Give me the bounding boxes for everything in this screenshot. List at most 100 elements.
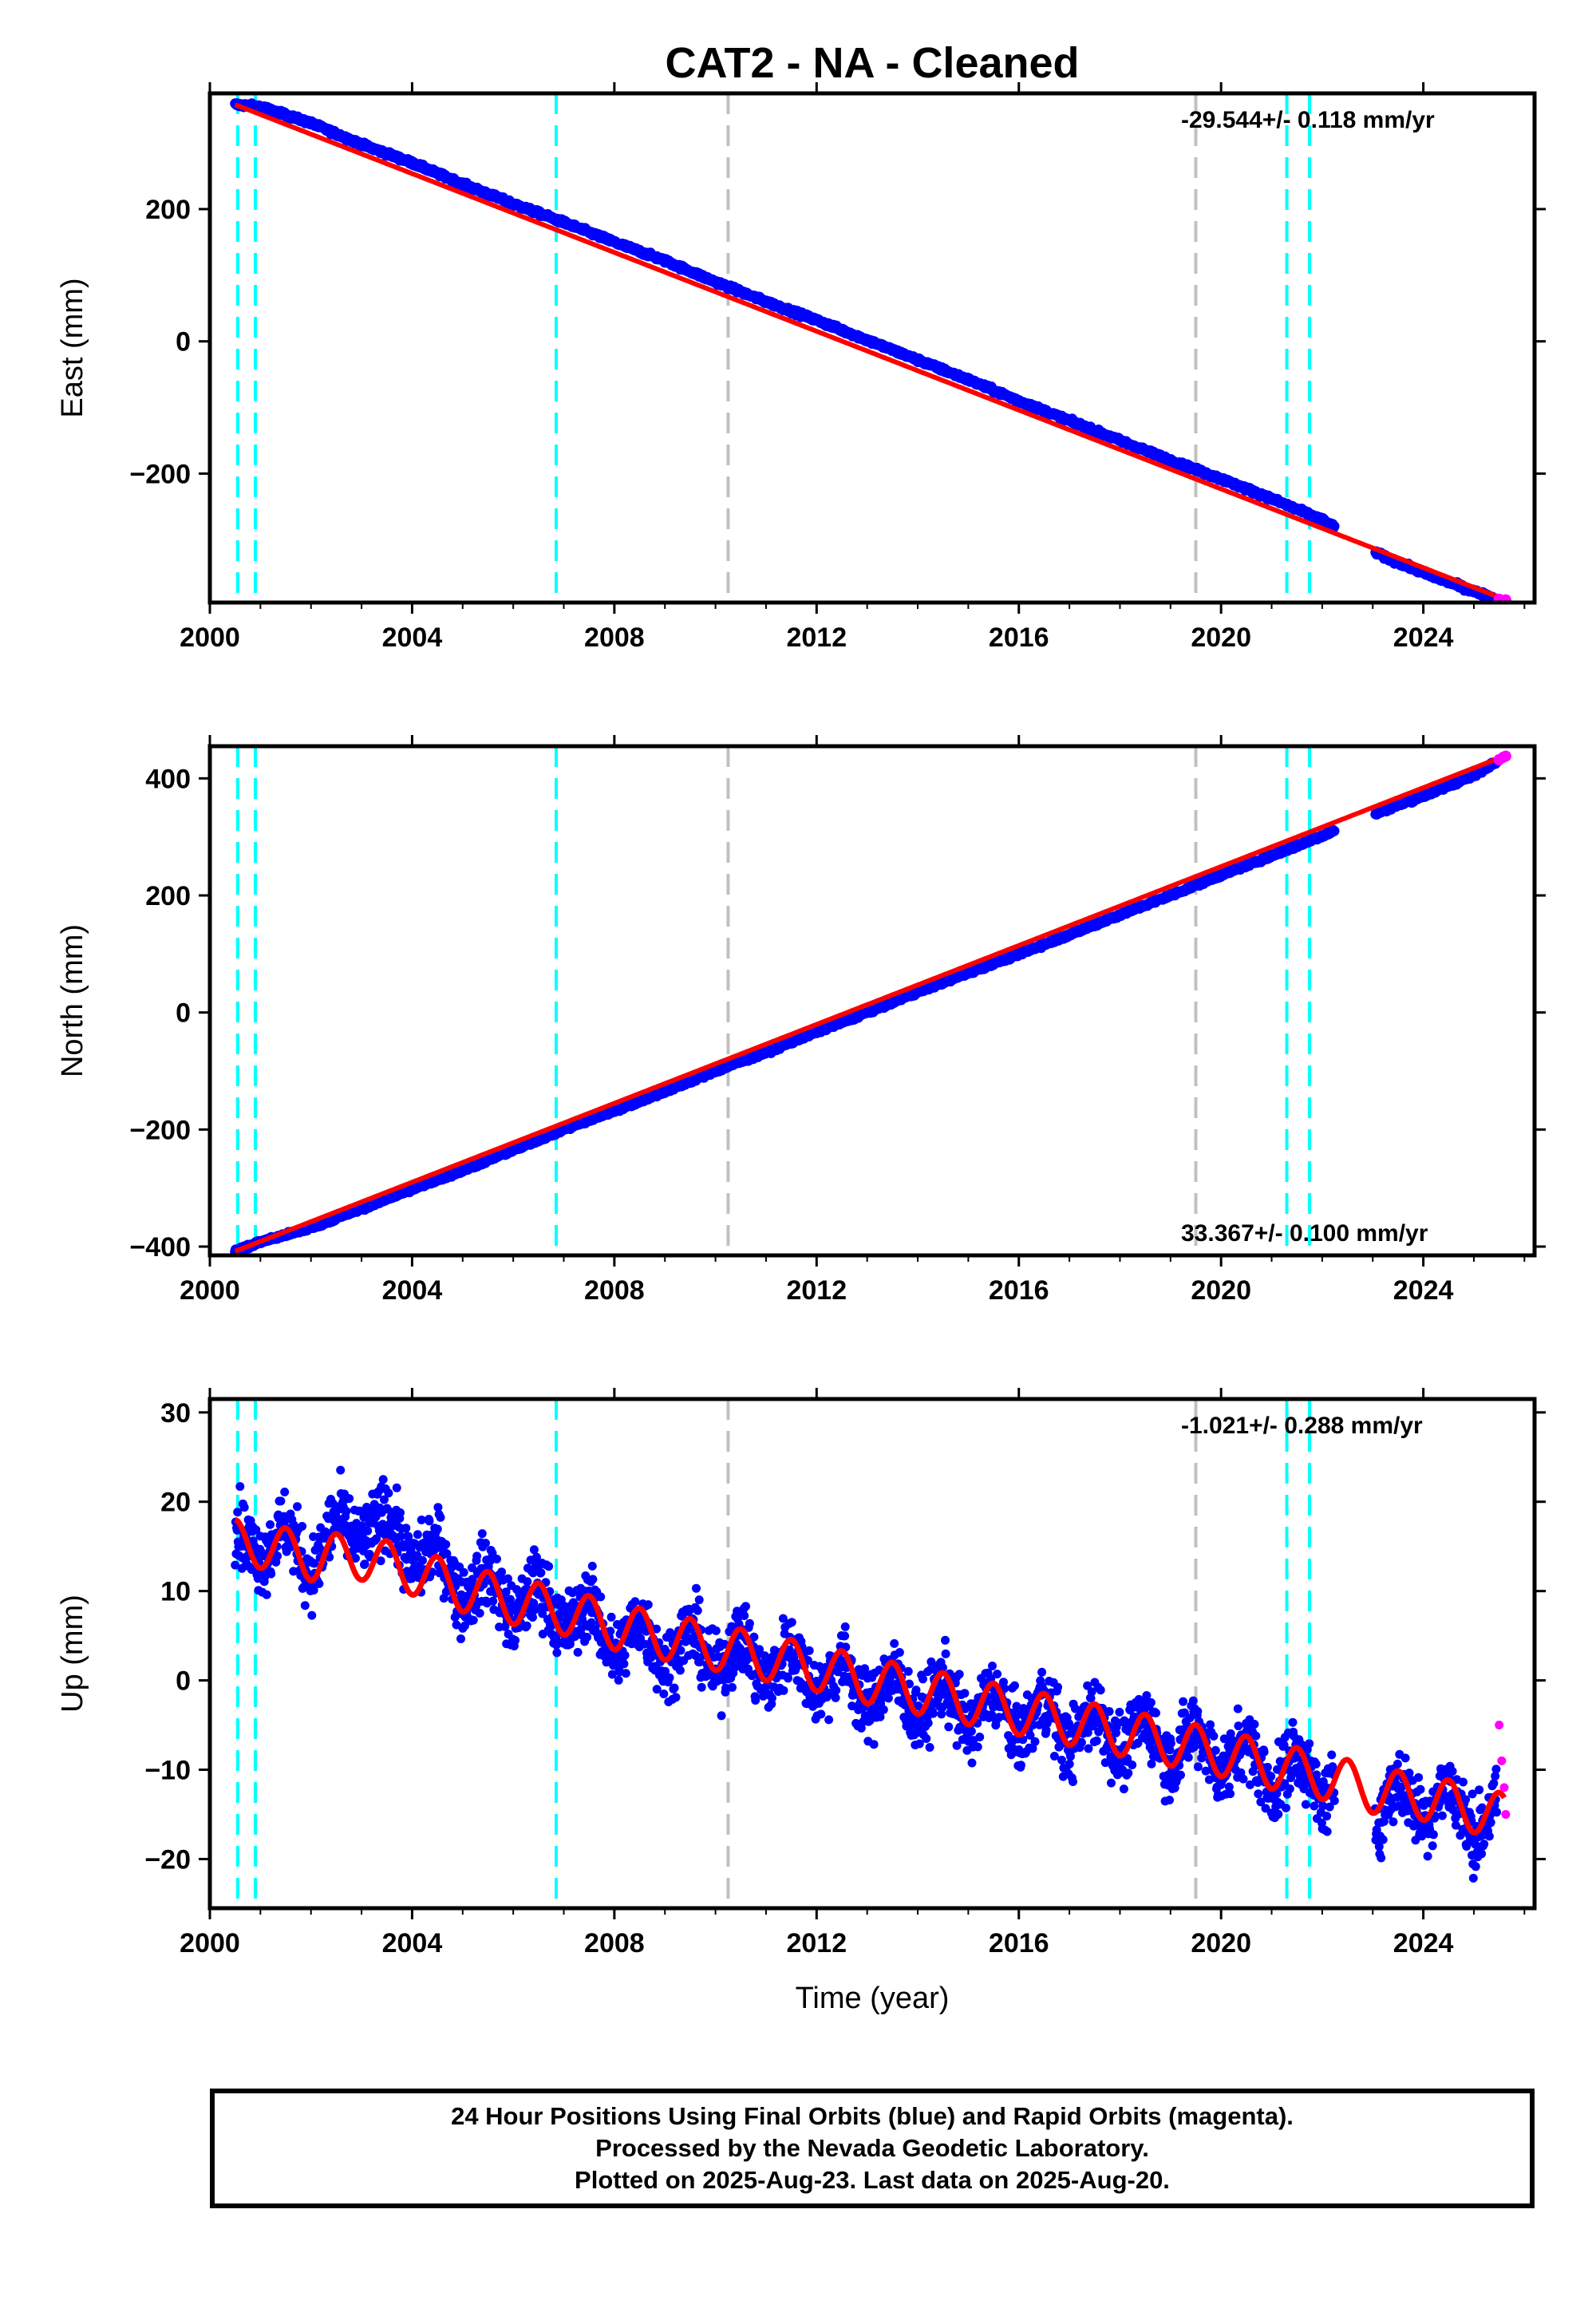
data-point <box>360 1559 369 1569</box>
y-tick-label: 200 <box>145 881 191 911</box>
y-axis-label: East (mm) <box>56 278 89 417</box>
data-point <box>267 1569 276 1579</box>
data-point <box>280 1488 290 1496</box>
plot-area <box>231 1399 1511 1908</box>
y-tick-label: −200 <box>129 459 191 489</box>
y-tick-label: 200 <box>145 195 191 225</box>
panel-north: 2000 2004 2008 2012 2016 2020 2024 −400 −200 0 200… <box>56 735 1546 1306</box>
data-point <box>475 1608 484 1618</box>
data-point <box>417 1516 426 1524</box>
panel-east: 2000 2004 2008 2012 2016 2020 2024−2000200East… <box>56 82 1546 653</box>
y-tick-label: −400 <box>129 1232 191 1263</box>
data-point <box>392 1483 401 1492</box>
data-point <box>396 1508 405 1517</box>
model-fit-line <box>234 102 1506 602</box>
rapid-point <box>1499 750 1511 762</box>
model-fit-line <box>234 753 1506 1254</box>
x-tick-label: 2024 <box>1393 1275 1454 1306</box>
data-point <box>488 1596 498 1606</box>
data-point <box>273 1551 282 1561</box>
data-point <box>425 1516 434 1526</box>
data-point <box>336 1465 346 1475</box>
data-point <box>379 1495 389 1504</box>
y-axis-label: North (mm) <box>56 924 89 1077</box>
x-tick-label: 2012 <box>786 622 847 653</box>
data-point <box>233 1508 243 1517</box>
data-point <box>404 1531 413 1541</box>
y-tick-label: 0 <box>176 998 191 1029</box>
y-tick-label: −200 <box>129 1115 191 1145</box>
data-point <box>485 1556 495 1566</box>
x-tick-label: 2008 <box>584 1275 645 1306</box>
data-point <box>362 1503 371 1512</box>
data-point <box>436 1512 445 1522</box>
data-point <box>477 1529 487 1539</box>
data-point <box>309 1586 318 1595</box>
plot-frame <box>207 744 1537 1258</box>
data-point <box>378 1475 388 1484</box>
y-tick-label: 0 <box>176 327 191 358</box>
plot-area <box>230 93 1511 603</box>
data-point <box>357 1521 366 1531</box>
final-orbit-points <box>230 757 1502 1255</box>
data-point <box>492 1555 501 1563</box>
data-point <box>472 1551 482 1561</box>
velocity-rate-label: 33.367+/- 0.100 mm/yr <box>1181 1220 1428 1247</box>
x-tick-label: 2000 <box>180 1275 240 1306</box>
data-point <box>345 1494 354 1504</box>
data-point <box>300 1601 310 1611</box>
data-point <box>456 1634 465 1643</box>
data-point <box>314 1579 324 1588</box>
x-tick-label: 2012 <box>786 1275 847 1306</box>
panel-up: 2000 2004 2008 2012 2016 2020 2024−20−10010203… <box>56 1388 1546 2015</box>
data-point <box>239 1503 249 1512</box>
data-point <box>460 1621 469 1630</box>
data-point <box>413 1530 422 1539</box>
velocity-rate-label: -29.544+/- 0.118 mm/yr <box>1181 107 1435 133</box>
data-point <box>251 1525 261 1535</box>
x-tick-label: 2004 <box>382 1275 443 1306</box>
x-tick-label: 2016 <box>989 622 1049 653</box>
x-tick-label: 2000 <box>180 622 240 653</box>
data-point <box>504 1574 512 1583</box>
data-point <box>351 1554 360 1563</box>
data-point <box>376 1556 385 1566</box>
chart-title: CAT2 - NA - Cleaned <box>665 39 1079 87</box>
x-tick-label: 2016 <box>989 1275 1049 1306</box>
data-point <box>511 1635 520 1645</box>
data-point <box>418 1555 427 1565</box>
data-point <box>293 1502 302 1512</box>
plot-area <box>230 746 1511 1255</box>
data-point <box>298 1522 307 1531</box>
x-tick-label: 2024 <box>1393 622 1454 653</box>
data-point <box>289 1567 298 1576</box>
data-point <box>468 1615 478 1625</box>
data-point <box>363 1526 373 1535</box>
data-point <box>433 1503 443 1512</box>
y-tick-label: 400 <box>145 764 191 794</box>
data-point <box>235 1482 245 1492</box>
rapid-orbit-points <box>1493 750 1511 765</box>
data-point <box>231 1560 240 1570</box>
rapid-point <box>1499 594 1511 603</box>
data-point <box>307 1611 317 1620</box>
data-point <box>433 1524 442 1534</box>
x-tick-label: 2008 <box>584 622 645 653</box>
x-tick-label: 2004 <box>382 622 443 653</box>
data-point <box>262 1590 271 1599</box>
data-point <box>1329 520 1340 532</box>
data-point <box>310 1559 319 1568</box>
data-point <box>481 1539 490 1548</box>
x-tick-label: 2020 <box>1191 1275 1251 1306</box>
data-point <box>1329 825 1340 836</box>
data-point <box>266 1520 275 1529</box>
data-point <box>468 1575 477 1584</box>
data-point <box>342 1507 351 1516</box>
data-point <box>442 1549 452 1559</box>
data-point <box>396 1531 405 1541</box>
data-point <box>497 1567 507 1577</box>
data-point <box>401 1524 411 1533</box>
data-point <box>459 1567 468 1577</box>
plot-frame <box>207 91 1537 605</box>
